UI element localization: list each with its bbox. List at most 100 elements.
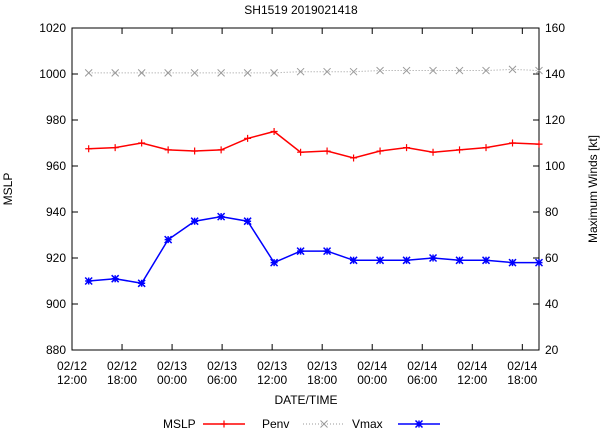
right-tick-label: 80 (545, 205, 559, 219)
data-point (402, 66, 411, 75)
data-point (270, 258, 279, 267)
x-tick-label-time: 00:00 (157, 373, 187, 387)
data-point (138, 139, 146, 147)
x-tick-label-date: 02/13 (307, 359, 337, 373)
chart-title: SH1519 2019021418 (244, 3, 358, 17)
x-tick-label-date: 02/13 (157, 359, 187, 373)
data-point (535, 140, 543, 148)
x-tick-label-time: 18:00 (107, 373, 137, 387)
data-point (429, 66, 437, 75)
data-point (376, 147, 384, 155)
data-point (111, 274, 120, 283)
data-point (534, 258, 544, 267)
data-point (164, 68, 173, 77)
data-point (191, 147, 199, 155)
x-tick-label-date: 02/13 (257, 359, 287, 373)
data-point (84, 68, 93, 77)
data-point (456, 146, 464, 154)
legend-title: MSLP (163, 417, 196, 431)
data-point (244, 134, 252, 142)
legend-label: Vmax (352, 417, 383, 431)
right-tick-label: 140 (545, 67, 565, 81)
data-point (217, 212, 226, 221)
data-point (297, 148, 305, 156)
x-tick-label-date: 02/14 (407, 359, 437, 373)
y-axis-left-label: MSLP (1, 173, 15, 206)
left-tick-label: 1020 (39, 21, 66, 35)
data-point (323, 67, 331, 76)
left-tick-label: 880 (46, 343, 66, 357)
data-point (270, 68, 278, 77)
x-tick-label-time: 18:00 (507, 373, 537, 387)
x-tick-label-date: 02/14 (507, 359, 537, 373)
series-line (88, 215, 539, 285)
right-tick-label: 160 (545, 21, 565, 35)
data-point (84, 276, 93, 286)
legend-label: Penv (262, 417, 289, 431)
data-point (270, 128, 278, 135)
left-tick-label: 940 (46, 205, 66, 219)
x-tick-label-date: 02/14 (457, 359, 487, 373)
right-tick-label: 40 (545, 297, 559, 311)
x-tick-label-date: 02/14 (357, 359, 387, 373)
data-point (190, 68, 199, 77)
x-tick-label-time: 12:00 (457, 373, 487, 387)
x-tick-label-date: 02/12 (57, 359, 87, 373)
data-point (111, 144, 119, 152)
data-point (429, 253, 438, 263)
data-point (455, 66, 464, 75)
data-point (137, 68, 146, 77)
right-tick-label: 100 (545, 159, 565, 173)
x-tick-label-time: 06:00 (207, 373, 237, 387)
data-point (402, 256, 411, 265)
data-point (509, 139, 517, 147)
x-tick-label-date: 02/13 (207, 359, 237, 373)
legend-marker (320, 420, 328, 428)
series-Penv (85, 128, 543, 162)
x-tick-label-time: 12:00 (57, 373, 87, 387)
data-point (508, 65, 517, 74)
data-point (376, 66, 384, 75)
data-point (85, 145, 93, 153)
data-point (296, 247, 305, 256)
data-point (535, 66, 543, 75)
right-tick-label: 120 (545, 113, 565, 127)
x-tick-label-time: 00:00 (357, 373, 387, 387)
right-tick-label: 60 (545, 251, 559, 265)
y-axis-right-label: Maximum Winds [kt] (586, 135, 600, 243)
x-tick-label-date: 02/12 (107, 359, 137, 373)
left-tick-label: 920 (46, 251, 66, 265)
data-point (429, 148, 437, 156)
series-line (88, 130, 540, 159)
left-tick-label: 1000 (39, 67, 66, 81)
data-point (403, 144, 411, 152)
x-tick-label-time: 12:00 (257, 373, 287, 387)
x-tick-label-time: 06:00 (407, 373, 437, 387)
data-point (243, 68, 252, 77)
data-point (323, 247, 332, 256)
data-point (217, 146, 225, 154)
x-tick-label-time: 18:00 (307, 373, 337, 387)
data-point (350, 154, 358, 162)
data-point (376, 256, 385, 265)
series-vmax-line (84, 65, 543, 77)
left-tick-label: 960 (46, 159, 66, 173)
data-point (482, 144, 490, 152)
data-point (190, 217, 199, 226)
data-point (482, 66, 490, 75)
data-point (137, 279, 146, 288)
legend: MSLP Penv Vmax (163, 417, 440, 431)
data-point (111, 68, 120, 77)
legend-marker (414, 419, 424, 429)
left-tick-label: 900 (46, 297, 66, 311)
data-point (217, 68, 225, 77)
left-tick-label: 980 (46, 113, 66, 127)
data-point (508, 258, 517, 267)
data-point (243, 217, 252, 226)
data-point (349, 256, 358, 265)
plot-frame (71, 27, 540, 351)
series-line (88, 68, 540, 74)
data-point (349, 67, 358, 76)
series-Vmax (84, 212, 544, 288)
